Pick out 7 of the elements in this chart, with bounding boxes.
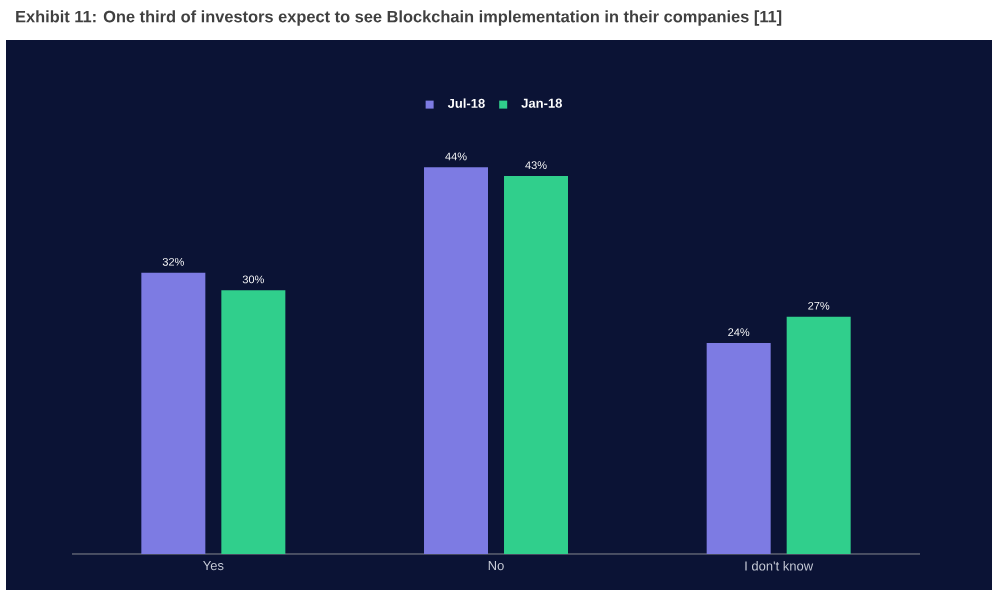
chart-title: Exhibit 11: One third of investors expect to see Blockchain implementation in their companies [11]: [16, 10, 782, 26]
bar: [786, 316, 851, 554]
bar: [706, 343, 771, 554]
bar: [141, 272, 206, 554]
bar: [424, 167, 488, 554]
bar: [221, 290, 286, 554]
bar: [504, 176, 569, 554]
